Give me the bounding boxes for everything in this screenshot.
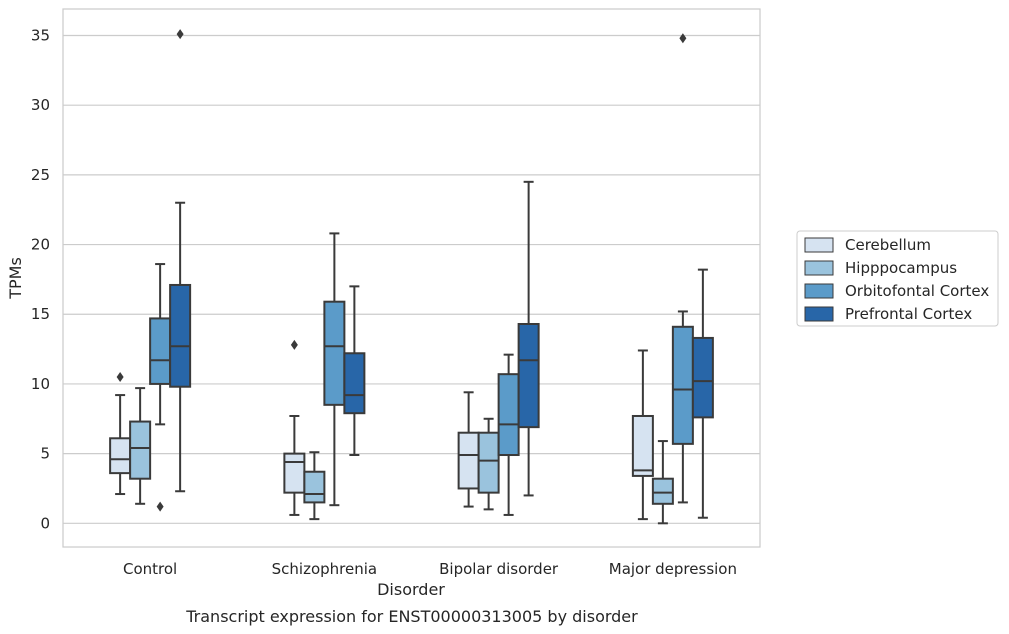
figure-caption: Transcript expression for ENST0000031300…	[185, 607, 638, 626]
box-iqr	[631, 414, 654, 477]
box-iqr	[457, 431, 480, 490]
box-iqr	[169, 283, 192, 388]
box-prefrontal-cortex-3	[691, 268, 714, 519]
box-iqr	[149, 317, 172, 385]
outlier-point	[679, 33, 687, 44]
legend-label: Prefrontal Cortex	[845, 305, 972, 323]
box-iqr	[323, 300, 346, 406]
y-tick-label: 0	[40, 514, 50, 532]
y-tick-label: 10	[31, 375, 50, 393]
x-tick-label: Major depression	[609, 560, 737, 578]
x-tick-label: Schizophrenia	[272, 560, 377, 578]
box-iqr	[497, 373, 520, 457]
box-iqr	[691, 336, 714, 419]
box-hipppocampus-2	[477, 417, 500, 511]
box-prefrontal-cortex-1	[343, 285, 366, 457]
outlier-point	[176, 29, 184, 40]
y-tick-label: 15	[31, 305, 50, 323]
y-axis-label: TPMs	[6, 257, 25, 300]
y-tick-label: 5	[40, 445, 50, 463]
outlier-point	[116, 371, 124, 382]
box-iqr	[477, 431, 500, 494]
legend-swatch	[804, 260, 834, 276]
box-iqr	[109, 437, 132, 475]
outlier-point	[290, 339, 298, 350]
legend-label: Orbitofontal Cortex	[845, 282, 989, 300]
box-hipppocampus-3	[651, 440, 674, 525]
y-tick-label: 20	[31, 236, 50, 254]
box-iqr	[283, 452, 306, 494]
legend: Cerebellum Hipppocampus Orbitofontal Corte…	[796, 230, 999, 327]
x-tick-label: Control	[123, 560, 177, 578]
box-iqr	[651, 477, 674, 505]
box-hipppocampus-0	[129, 387, 152, 505]
y-tick-labels: 0 5 10 15 20 25 30 35	[31, 26, 50, 532]
box-prefrontal-cortex-0	[169, 29, 192, 493]
box-iqr	[129, 420, 152, 480]
box-cerebellum-3	[631, 349, 654, 521]
plot-frame	[62, 8, 761, 548]
legend-item: Prefrontal Cortex	[804, 305, 972, 323]
y-tick-label: 35	[31, 26, 50, 44]
box-prefrontal-cortex-2	[517, 180, 540, 497]
box-iqr	[303, 470, 326, 504]
legend-frame	[796, 230, 999, 327]
y-tick-label: 30	[31, 96, 50, 114]
outlier-point	[156, 501, 164, 512]
legend-label: Hipppocampus	[845, 259, 957, 277]
legend-swatch	[804, 306, 834, 322]
box-iqr	[671, 325, 694, 445]
legend-swatch	[804, 283, 834, 299]
legend-label: Cerebellum	[845, 236, 931, 254]
x-axis-label: Disorder	[377, 580, 445, 599]
legend-swatch	[804, 237, 834, 253]
y-tick-label: 25	[31, 166, 50, 184]
box-iqr	[343, 352, 366, 415]
boxes	[109, 29, 714, 525]
box-iqr	[517, 322, 540, 429]
legend-item: Orbitofontal Cortex	[804, 282, 989, 300]
legend-item: Hipppocampus	[804, 259, 957, 277]
box-cerebellum-1	[283, 339, 306, 516]
x-tick-label: Bipolar disorder	[439, 560, 559, 578]
legend-item: Cerebellum	[804, 236, 931, 254]
box-hipppocampus-1	[303, 451, 326, 521]
x-tick-labels: Control Schizophrenia Bipolar disorder Majo…	[123, 560, 737, 578]
box-cerebellum-0	[109, 371, 132, 496]
